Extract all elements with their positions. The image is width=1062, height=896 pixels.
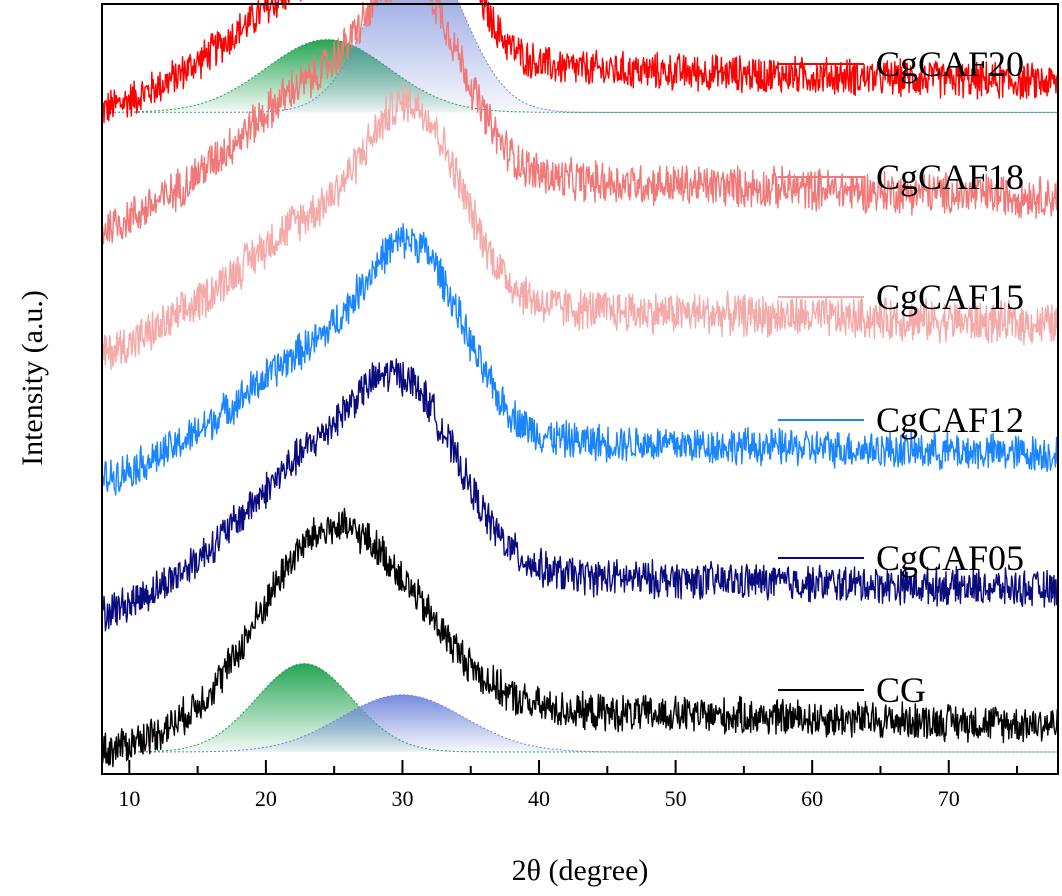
legend-label-cg: CG (876, 670, 926, 710)
plot-frame (101, 3, 1059, 775)
legend-label-cgcaf12: CgCAF12 (876, 400, 1024, 440)
x-tick-label-40: 40 (528, 786, 550, 811)
x-tick-label-10: 10 (118, 786, 140, 811)
legend-label-cgcaf05: CgCAF05 (876, 538, 1024, 578)
legend-label-cgcaf15: CgCAF15 (876, 277, 1024, 317)
x-tick-label-50: 50 (665, 786, 687, 811)
series-layer (101, 0, 1059, 768)
x-tick-label-70: 70 (938, 786, 960, 811)
x-tick-label-30: 30 (391, 786, 413, 811)
series-line-cgcaf15 (101, 83, 1059, 371)
deconvolution-peak-cgcaf20-2 (102, 0, 1058, 113)
x-axis-title: 2θ (degree) (512, 854, 649, 887)
x-tick-label-60: 60 (801, 786, 823, 811)
x-ticks: 10 20 30 40 50 60 70 (118, 760, 1019, 811)
series-line-cgcaf18 (101, 0, 1059, 245)
x-tick-label-20: 20 (255, 786, 277, 811)
deconvolution-outline-cg-2 (102, 694, 1058, 753)
series-line-cgcaf05 (101, 358, 1059, 632)
y-axis-title: Intensity (a.u.) (16, 290, 49, 466)
deconvolution-layer (102, 0, 1058, 753)
deconvolution-peak-cg-2 (102, 694, 1058, 752)
legend-label-cgcaf18: CgCAF18 (876, 157, 1024, 197)
legend: CgCAF20 CgCAF18 CgCAF15 CgCAF12 CgCAF05 CG (778, 44, 1024, 710)
deconvolution-outline-cg-1 (102, 663, 1058, 753)
legend-label-cgcaf20: CgCAF20 (876, 44, 1024, 84)
series-line-cgcaf12 (101, 223, 1059, 496)
series-line-cg (101, 507, 1059, 768)
